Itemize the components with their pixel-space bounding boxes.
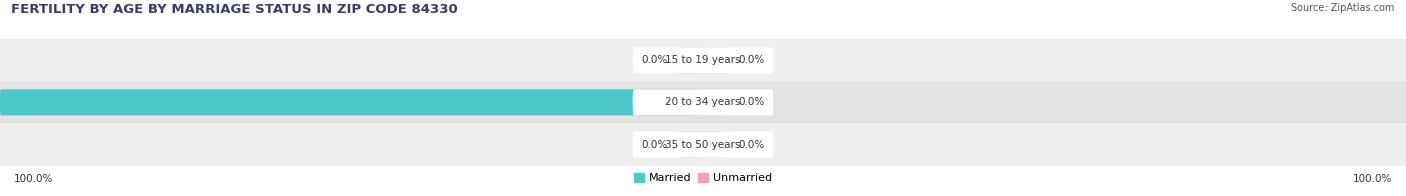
Text: 35 to 50 years: 35 to 50 years bbox=[665, 140, 741, 150]
Text: 0.0%: 0.0% bbox=[641, 140, 668, 150]
Text: 0.0%: 0.0% bbox=[738, 97, 765, 107]
FancyBboxPatch shape bbox=[703, 47, 728, 73]
Text: 0.0%: 0.0% bbox=[641, 55, 668, 65]
FancyBboxPatch shape bbox=[678, 132, 703, 158]
Text: 0.0%: 0.0% bbox=[738, 55, 765, 65]
Text: 0.0%: 0.0% bbox=[738, 140, 765, 150]
FancyBboxPatch shape bbox=[633, 89, 773, 115]
Text: 100.0%: 100.0% bbox=[1353, 174, 1392, 184]
FancyBboxPatch shape bbox=[678, 47, 703, 73]
Text: Source: ZipAtlas.com: Source: ZipAtlas.com bbox=[1291, 3, 1395, 13]
FancyBboxPatch shape bbox=[633, 47, 773, 73]
Text: FERTILITY BY AGE BY MARRIAGE STATUS IN ZIP CODE 84330: FERTILITY BY AGE BY MARRIAGE STATUS IN Z… bbox=[11, 3, 458, 16]
Text: 15 to 19 years: 15 to 19 years bbox=[665, 55, 741, 65]
Text: 20 to 34 years: 20 to 34 years bbox=[665, 97, 741, 107]
Legend: Married, Unmarried: Married, Unmarried bbox=[634, 173, 772, 183]
FancyBboxPatch shape bbox=[703, 132, 728, 158]
FancyBboxPatch shape bbox=[703, 89, 728, 115]
Text: 100.0%: 100.0% bbox=[14, 174, 53, 184]
FancyBboxPatch shape bbox=[633, 132, 773, 158]
FancyBboxPatch shape bbox=[0, 89, 703, 115]
